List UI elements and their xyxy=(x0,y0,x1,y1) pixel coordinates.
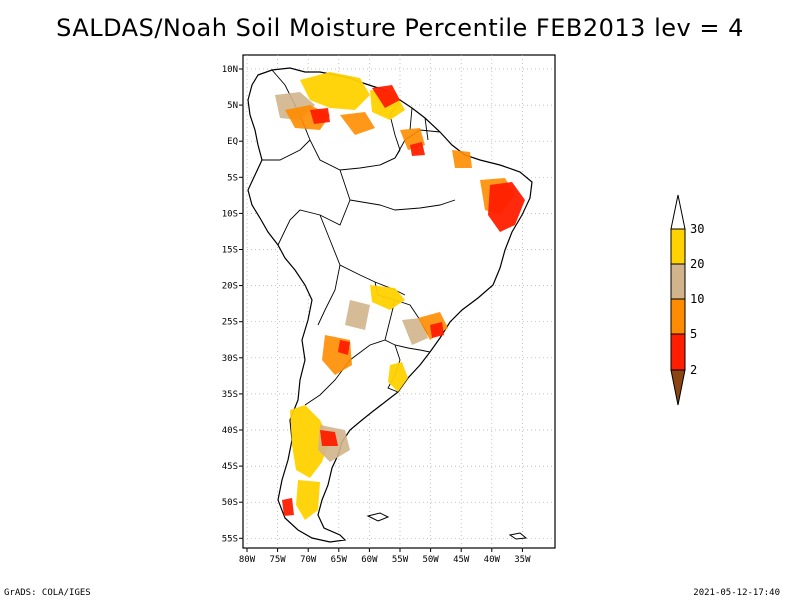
lon-tick-label: 70W xyxy=(300,555,317,565)
map-title: SALDAS/Noah Soil Moisture Percentile FEB… xyxy=(56,14,744,42)
lat-tick-label: 5S xyxy=(227,173,238,183)
lon-tick-label: 35W xyxy=(514,555,531,565)
legend-box-5-10 xyxy=(670,298,686,335)
legend-box-10-20 xyxy=(670,263,686,300)
lat-tick-label: 40S xyxy=(222,426,238,436)
lat-tick-label: 50S xyxy=(222,498,238,508)
latitude-labels: 10N 5N EQ 5S 10S 15S 20S 25S 30S 35S 40S 45S 50S 55S xyxy=(222,65,243,544)
legend-box-2-5 xyxy=(670,333,686,371)
lon-tick-label: 55W xyxy=(392,555,409,565)
percentile-2-5-areas xyxy=(282,85,525,516)
lon-tick-label: 80W xyxy=(239,555,256,565)
lat-tick-label: 10N xyxy=(222,65,238,75)
lon-tick-label: 65W xyxy=(331,555,348,565)
lon-tick-label: 40W xyxy=(484,555,501,565)
lon-tick-label: 75W xyxy=(269,555,286,565)
lat-tick-label: 25S xyxy=(222,318,238,328)
lat-tick-label: EQ xyxy=(227,137,238,147)
legend-labels: 30 20 10 5 2 xyxy=(690,222,704,377)
lat-tick-label: 45S xyxy=(222,462,238,472)
longitude-labels: 80W 75W 70W 65W 60W 55W 50W 45W 40W 35W xyxy=(239,548,531,565)
lon-tick-label: 50W xyxy=(422,555,439,565)
lat-tick-label: 35S xyxy=(222,390,238,400)
lon-tick-label: 60W xyxy=(361,555,378,565)
legend-label: 20 xyxy=(690,257,704,271)
legend-box-20-30 xyxy=(670,228,686,265)
legend-label: 5 xyxy=(690,327,697,341)
legend-label: 10 xyxy=(690,292,704,306)
lat-tick-label: 20S xyxy=(222,282,238,292)
lat-tick-label: 5N xyxy=(227,101,238,111)
islands xyxy=(366,512,528,540)
lat-tick-label: 30S xyxy=(222,354,238,364)
lat-tick-label: 15S xyxy=(222,246,238,256)
legend-arrow-bottom xyxy=(670,369,686,406)
lon-tick-label: 45W xyxy=(453,555,470,565)
colorbar-legend: 30 20 10 5 2 xyxy=(670,194,704,406)
footer-timestamp: 2021-05-12-17:40 xyxy=(693,588,780,598)
lat-tick-label: 10S xyxy=(222,209,238,219)
footer-credit: GrADS: COLA/IGES xyxy=(4,588,91,598)
legend-label: 2 xyxy=(690,363,697,377)
legend-label: 30 xyxy=(690,222,704,236)
lat-tick-label: 55S xyxy=(222,534,238,544)
legend-arrow-top xyxy=(670,194,686,230)
